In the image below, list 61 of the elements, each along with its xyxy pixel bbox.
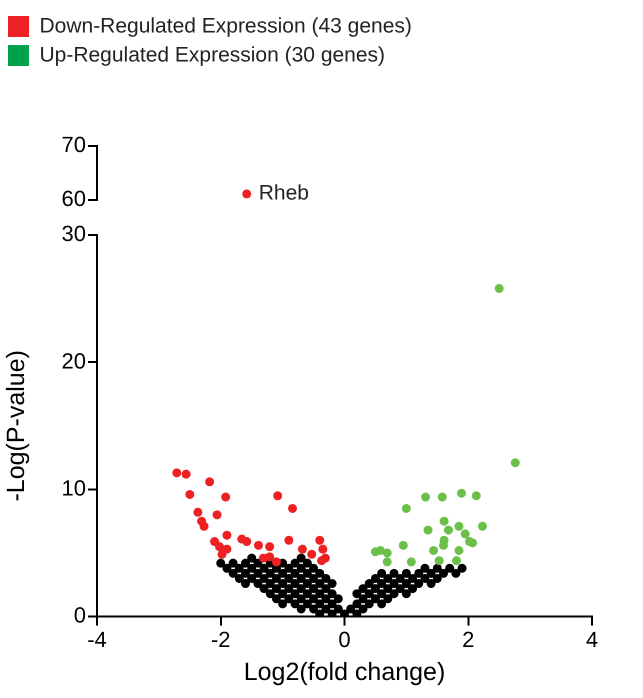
x-tick-label: 0: [338, 626, 351, 652]
y-tick-label: 60: [62, 186, 86, 211]
y-tick-label: 0: [74, 602, 86, 628]
point: [222, 530, 232, 540]
point: [242, 537, 252, 546]
point: [217, 550, 226, 559]
point: [284, 536, 294, 545]
point: [452, 556, 461, 566]
point: [382, 548, 392, 558]
y-tick-label: 20: [62, 348, 86, 374]
point: [472, 491, 481, 500]
point: [429, 546, 438, 555]
point: [272, 557, 281, 566]
point: [454, 522, 464, 531]
point: [406, 557, 416, 566]
point: [265, 542, 274, 552]
point: [440, 516, 449, 526]
point: [298, 544, 307, 554]
point: [434, 556, 444, 566]
point: [182, 470, 191, 479]
point: [273, 491, 282, 500]
point: [494, 284, 504, 293]
point: [444, 526, 453, 535]
point: [221, 492, 230, 502]
point: [258, 554, 268, 563]
point: [421, 492, 430, 502]
x-tick-label: -4: [87, 626, 107, 652]
y-tick-label: 70: [62, 132, 86, 158]
point: [438, 492, 447, 502]
point: [454, 546, 464, 555]
annotation: Rheb: [258, 182, 309, 205]
point: [212, 510, 222, 520]
point: [468, 538, 478, 548]
point: [288, 504, 298, 513]
legend-label: Down-Regulated Expression (43 genes): [40, 14, 412, 38]
point: [398, 540, 408, 550]
x-tick-label: 4: [586, 626, 598, 652]
point: [254, 540, 263, 550]
x-tick-label: -2: [210, 626, 231, 652]
point: [424, 526, 433, 535]
point: [456, 488, 466, 498]
x-tick-label: 2: [462, 626, 474, 652]
point: [193, 508, 202, 517]
point: [200, 522, 209, 531]
point: [185, 490, 194, 499]
y-tick-label: 30: [62, 221, 86, 246]
point: [307, 550, 316, 559]
point: [318, 544, 328, 554]
x-axis-title: Log2(fold change): [244, 658, 446, 686]
point: [382, 557, 392, 566]
point: [205, 477, 214, 486]
point: [478, 522, 487, 531]
y-tick-label: 10: [62, 475, 86, 500]
point: [402, 504, 411, 513]
y-axis-title: -Log(P-value): [2, 350, 30, 502]
point: [315, 536, 324, 545]
point: [172, 468, 182, 478]
point: [460, 529, 470, 538]
point: [317, 556, 326, 566]
point: [510, 458, 520, 468]
legend-label: Up-Regulated Expression (30 genes): [40, 43, 386, 66]
